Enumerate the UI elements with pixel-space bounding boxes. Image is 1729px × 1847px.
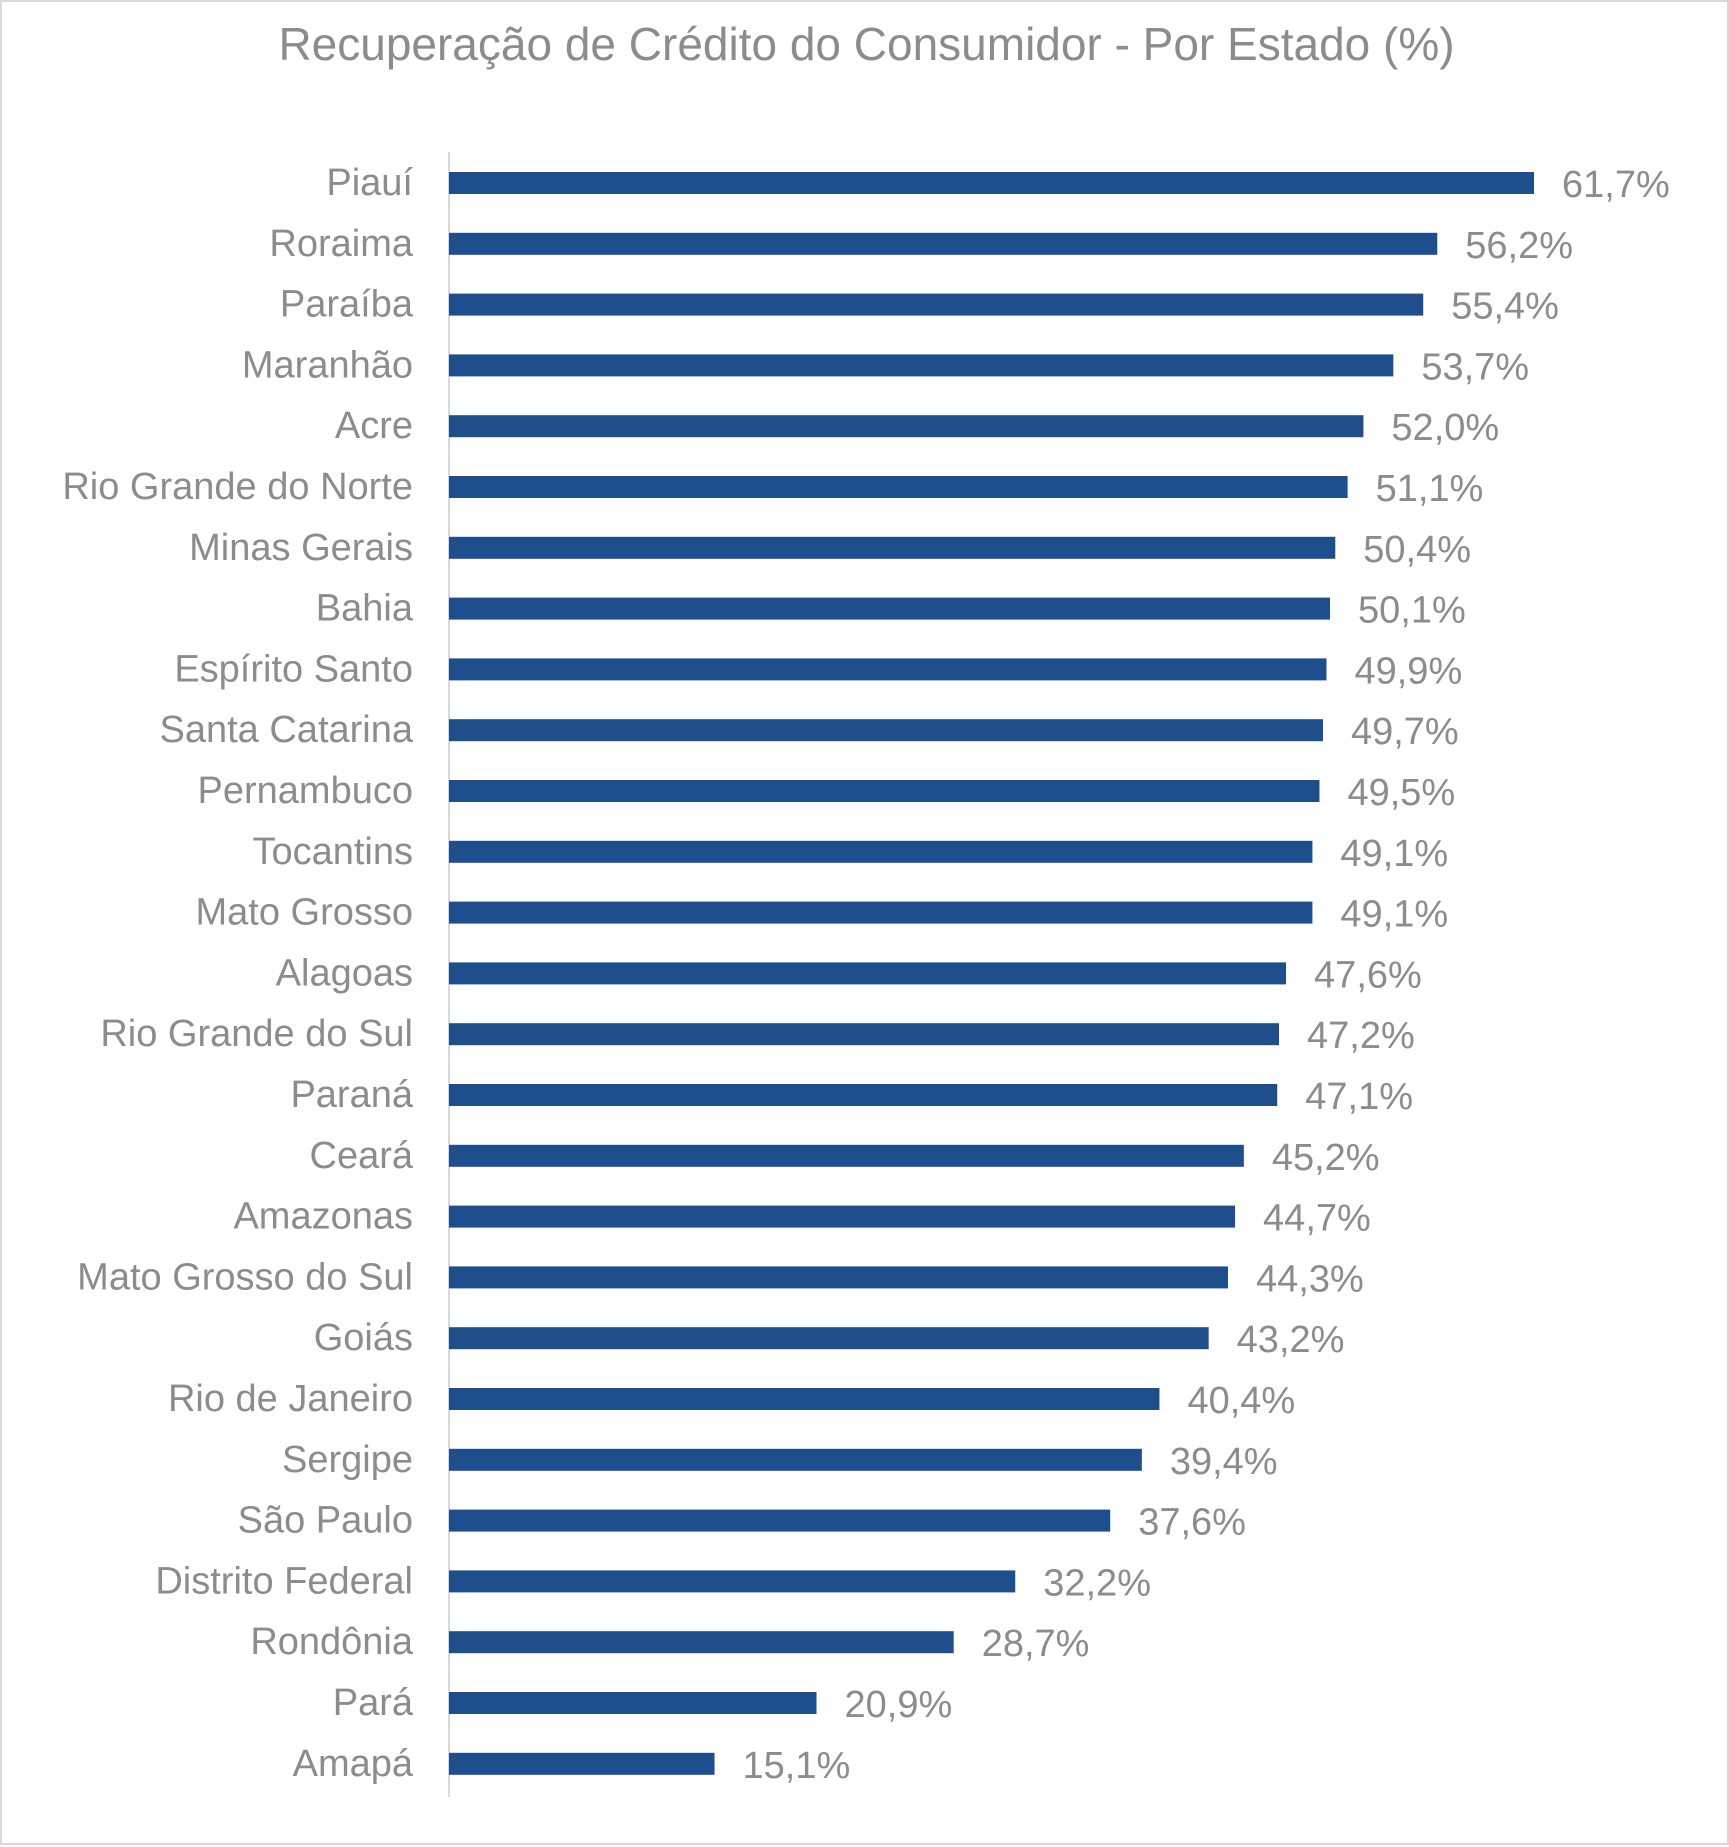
bar <box>449 658 1327 681</box>
value-label: 43,2% <box>1237 1319 1345 1361</box>
bar <box>449 962 1287 985</box>
category-label: Rondônia <box>250 1621 414 1663</box>
bar <box>449 415 1364 438</box>
category-label: Santa Catarina <box>160 709 414 751</box>
category-label: Amapá <box>293 1743 414 1785</box>
category-label: São Paulo <box>238 1500 413 1542</box>
value-label: 40,4% <box>1187 1380 1295 1422</box>
category-label: Rio Grande do Sul <box>100 1013 413 1055</box>
bar <box>449 901 1313 924</box>
value-label: 32,2% <box>1043 1562 1151 1604</box>
category-label: Alagoas <box>276 952 413 994</box>
bar <box>449 719 1323 742</box>
value-label: 45,2% <box>1272 1137 1380 1179</box>
category-label: Bahia <box>316 588 414 630</box>
value-label: 44,7% <box>1263 1198 1371 1240</box>
value-label: 44,3% <box>1256 1258 1364 1300</box>
value-label: 56,2% <box>1465 225 1573 267</box>
bar <box>449 354 1394 377</box>
value-label: 52,0% <box>1391 407 1499 449</box>
value-label: 37,6% <box>1138 1502 1246 1544</box>
bar <box>449 1631 954 1654</box>
bar <box>449 1084 1278 1106</box>
value-label: 51,1% <box>1376 468 1484 510</box>
bar <box>449 1448 1142 1471</box>
category-label: Maranhão <box>242 344 413 386</box>
category-label: Rio de Janeiro <box>168 1378 413 1420</box>
category-label: Minas Gerais <box>189 527 413 569</box>
value-labels-group: 61,7% 56,2% 55,4% 53,7% 52,0% 51,1% 50,4% 50,1%… <box>743 164 1670 1787</box>
bar <box>449 840 1313 863</box>
bar <box>449 232 1438 255</box>
category-label: Pará <box>333 1682 414 1724</box>
category-label: Tocantins <box>252 831 413 873</box>
value-label: 50,4% <box>1363 529 1471 571</box>
bar <box>449 1266 1229 1289</box>
category-label: Acre <box>335 405 413 447</box>
bar <box>449 1509 1111 1532</box>
category-label: Espírito Santo <box>174 648 413 690</box>
value-label: 55,4% <box>1451 286 1559 328</box>
bar <box>449 1570 1016 1593</box>
value-label: 49,9% <box>1354 650 1462 692</box>
value-label: 28,7% <box>982 1623 1090 1665</box>
value-label: 49,5% <box>1347 772 1455 814</box>
category-label: Distrito Federal <box>155 1560 413 1602</box>
bar <box>449 1388 1160 1410</box>
category-label: Mato Grosso <box>195 892 413 934</box>
bar <box>449 1205 1236 1228</box>
category-label: Rio Grande do Norte <box>62 466 413 508</box>
value-label: 49,1% <box>1340 894 1448 936</box>
value-label: 49,7% <box>1351 711 1459 753</box>
category-label: Piauí <box>326 162 413 204</box>
value-label: 49,1% <box>1340 833 1448 875</box>
category-labels-group: Piauí Roraima Paraíba Maranhão Acre Rio Grand… <box>62 162 414 1785</box>
bar <box>449 172 1534 194</box>
bar <box>449 1144 1244 1167</box>
bar <box>449 1692 817 1714</box>
chart-title: Recuperação de Crédito do Consumidor - P… <box>278 18 1455 70</box>
bar <box>449 780 1320 802</box>
value-label: 50,1% <box>1358 590 1466 632</box>
value-label: 39,4% <box>1170 1441 1278 1483</box>
value-label: 53,7% <box>1421 346 1529 388</box>
value-label: 15,1% <box>743 1745 851 1787</box>
bar <box>449 476 1348 498</box>
value-label: 47,2% <box>1307 1015 1415 1057</box>
category-label: Pernambuco <box>198 770 413 812</box>
bar <box>449 597 1331 620</box>
category-label: Paraná <box>290 1074 413 1116</box>
category-label: Amazonas <box>233 1196 413 1238</box>
category-label: Mato Grosso do Sul <box>77 1256 413 1298</box>
category-label: Goiás <box>314 1317 413 1359</box>
bar <box>449 1023 1280 1046</box>
category-label: Roraima <box>269 223 413 265</box>
category-label: Sergipe <box>282 1439 413 1481</box>
value-label: 47,1% <box>1305 1076 1413 1118</box>
value-label: 61,7% <box>1562 164 1670 206</box>
bars-group <box>449 172 1534 1775</box>
bar <box>449 293 1424 316</box>
category-label: Ceará <box>310 1135 414 1177</box>
bar <box>449 536 1336 559</box>
bar <box>449 1327 1209 1350</box>
bar <box>449 1752 715 1775</box>
category-label: Paraíba <box>280 284 414 326</box>
value-label: 20,9% <box>845 1684 953 1726</box>
value-label: 47,6% <box>1314 954 1422 996</box>
